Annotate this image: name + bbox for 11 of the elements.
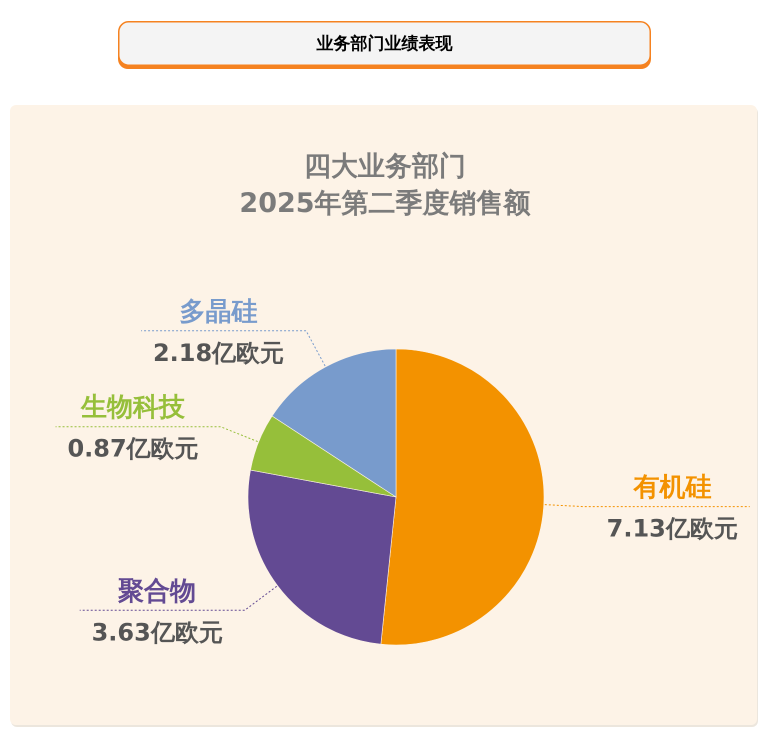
slice-label: 多晶硅 <box>180 296 258 327</box>
data-label: 0.87亿欧元 <box>67 434 199 463</box>
slice-label: 聚合物 <box>117 576 196 606</box>
header: 业务部门业绩表现 <box>118 21 651 69</box>
chart-subtitle: 四大业务部门 2025年第二季度销售额 <box>239 151 532 219</box>
data-label: 2.18亿欧元 <box>152 338 284 367</box>
chart-title: 业务部门业绩表现 <box>316 34 454 54</box>
data-label: 3.63亿欧元 <box>92 618 223 646</box>
data-label: 7.13亿欧元 <box>606 514 738 543</box>
slice-label: 有机硅 <box>632 472 712 503</box>
slice-label: 生物科技 <box>80 392 186 423</box>
